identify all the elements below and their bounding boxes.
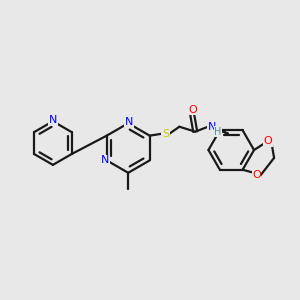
Text: N: N — [49, 115, 57, 125]
Text: O: O — [188, 105, 197, 115]
Text: O: O — [263, 136, 272, 146]
Text: N: N — [125, 117, 134, 127]
Text: H: H — [214, 127, 222, 137]
Text: O: O — [252, 170, 261, 180]
Text: S: S — [162, 129, 169, 139]
Text: N: N — [100, 155, 109, 165]
Text: N: N — [208, 122, 216, 132]
